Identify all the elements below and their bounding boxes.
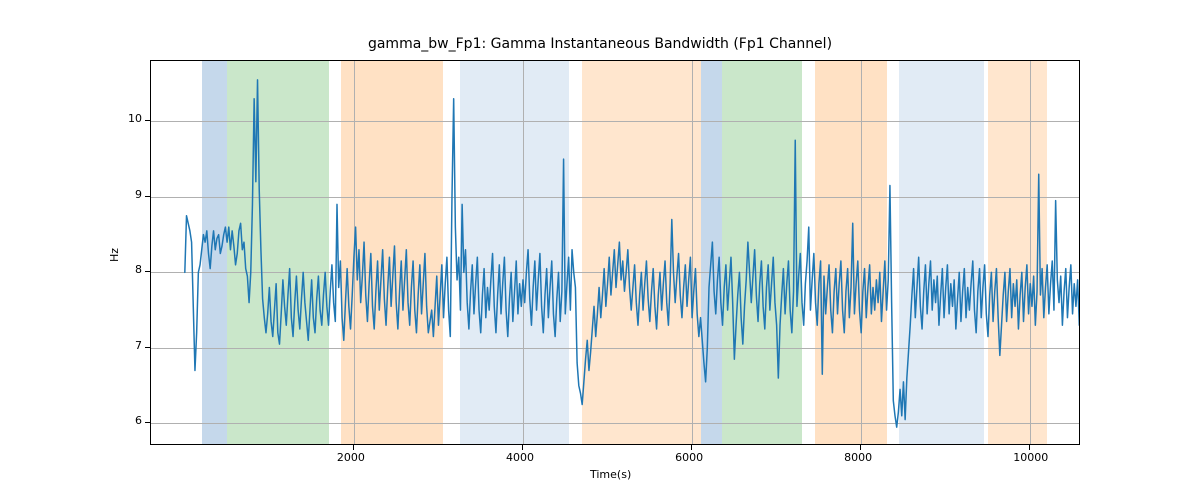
x-tick-mark bbox=[860, 445, 861, 450]
y-tick-mark bbox=[145, 196, 150, 197]
x-tick-label: 2000 bbox=[337, 451, 365, 464]
x-tick-label: 10000 bbox=[1013, 451, 1048, 464]
y-tick-mark bbox=[145, 120, 150, 121]
y-tick-label: 9 bbox=[135, 188, 142, 201]
y-axis-label: Hz bbox=[108, 248, 121, 262]
y-tick-mark bbox=[145, 347, 150, 348]
plot-area bbox=[150, 60, 1080, 445]
x-axis-label: Time(s) bbox=[590, 468, 631, 481]
x-tick-mark bbox=[691, 445, 692, 450]
y-tick-mark bbox=[145, 271, 150, 272]
chart-title: gamma_bw_Fp1: Gamma Instantaneous Bandwi… bbox=[0, 36, 1200, 52]
y-tick-label: 7 bbox=[135, 339, 142, 352]
figure: gamma_bw_Fp1: Gamma Instantaneous Bandwi… bbox=[0, 0, 1200, 500]
x-tick-mark bbox=[522, 445, 523, 450]
line-series bbox=[151, 61, 1080, 445]
y-tick-mark bbox=[145, 422, 150, 423]
x-tick-label: 6000 bbox=[675, 451, 703, 464]
x-tick-mark bbox=[353, 445, 354, 450]
x-tick-label: 8000 bbox=[844, 451, 872, 464]
x-tick-mark bbox=[1029, 445, 1030, 450]
x-tick-label: 4000 bbox=[506, 451, 534, 464]
y-tick-label: 10 bbox=[128, 112, 142, 125]
y-tick-label: 8 bbox=[135, 263, 142, 276]
y-tick-label: 6 bbox=[135, 414, 142, 427]
